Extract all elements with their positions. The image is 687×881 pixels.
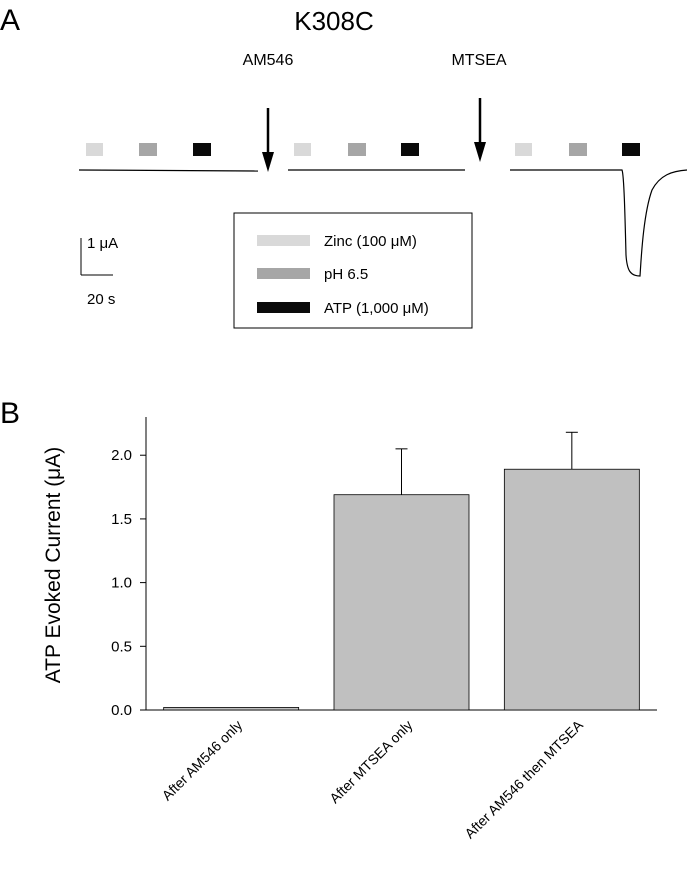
application-markers — [86, 143, 640, 156]
y-tick-label-3: 1.5 — [111, 511, 132, 528]
ph-marker-1 — [139, 143, 157, 156]
panel-a-letter: A — [0, 4, 20, 37]
y-tick-label-1: 0.5 — [111, 638, 132, 655]
bar-2 — [503, 468, 640, 711]
legend-label-ph: pH 6.5 — [324, 266, 368, 283]
y-tick-label-4: 2.0 — [111, 447, 132, 464]
arrow-down-icon-mtsea — [474, 98, 486, 162]
y-tick-label-2: 1.0 — [111, 575, 132, 592]
x-tick-label-0: After AM546 only — [159, 717, 246, 804]
y-axis-label: ATP Evoked Current (μA) — [42, 447, 65, 684]
zinc-marker-1 — [86, 143, 103, 156]
legend-swatch-zinc — [257, 235, 310, 246]
atp-marker-3 — [622, 143, 640, 156]
ph-marker-3 — [569, 143, 587, 156]
scale-bar — [80, 238, 113, 276]
arrow-label-mtsea: MTSEA — [451, 52, 506, 69]
bar-0 — [163, 707, 300, 711]
arrow-down-icon-am546 — [262, 108, 274, 172]
zinc-marker-3 — [515, 143, 532, 156]
current-trace-1 — [78, 169, 259, 172]
bar-plot: 0.0 0.5 1.0 1.5 2.0 After AM546 only After MTS… — [111, 417, 657, 841]
y-tick-label-0: 0.0 — [111, 702, 132, 719]
bar-1 — [333, 494, 470, 711]
panel-b-letter: B — [0, 397, 20, 430]
atp-marker-2 — [401, 143, 419, 156]
ph-marker-2 — [348, 143, 366, 156]
legend-label-atp: ATP (1,000 μM) — [324, 300, 429, 317]
legend-swatch-ph — [257, 268, 310, 279]
arrow-label-am546: AM546 — [243, 52, 294, 69]
scale-time-label: 20 s — [87, 291, 115, 308]
legend-label-zinc: Zinc (100 μM) — [324, 233, 417, 250]
scale-current-label: 1 μA — [87, 235, 118, 252]
panel-a-title: K308C — [294, 6, 374, 36]
zinc-marker-2 — [294, 143, 311, 156]
atp-marker-1 — [193, 143, 211, 156]
x-tick-label-2: After AM546 then MTSEA — [461, 716, 586, 841]
legend-swatch-atp — [257, 302, 310, 313]
x-tick-label-1: After MTSEA only — [326, 717, 415, 806]
current-trace-3 — [510, 169, 687, 277]
